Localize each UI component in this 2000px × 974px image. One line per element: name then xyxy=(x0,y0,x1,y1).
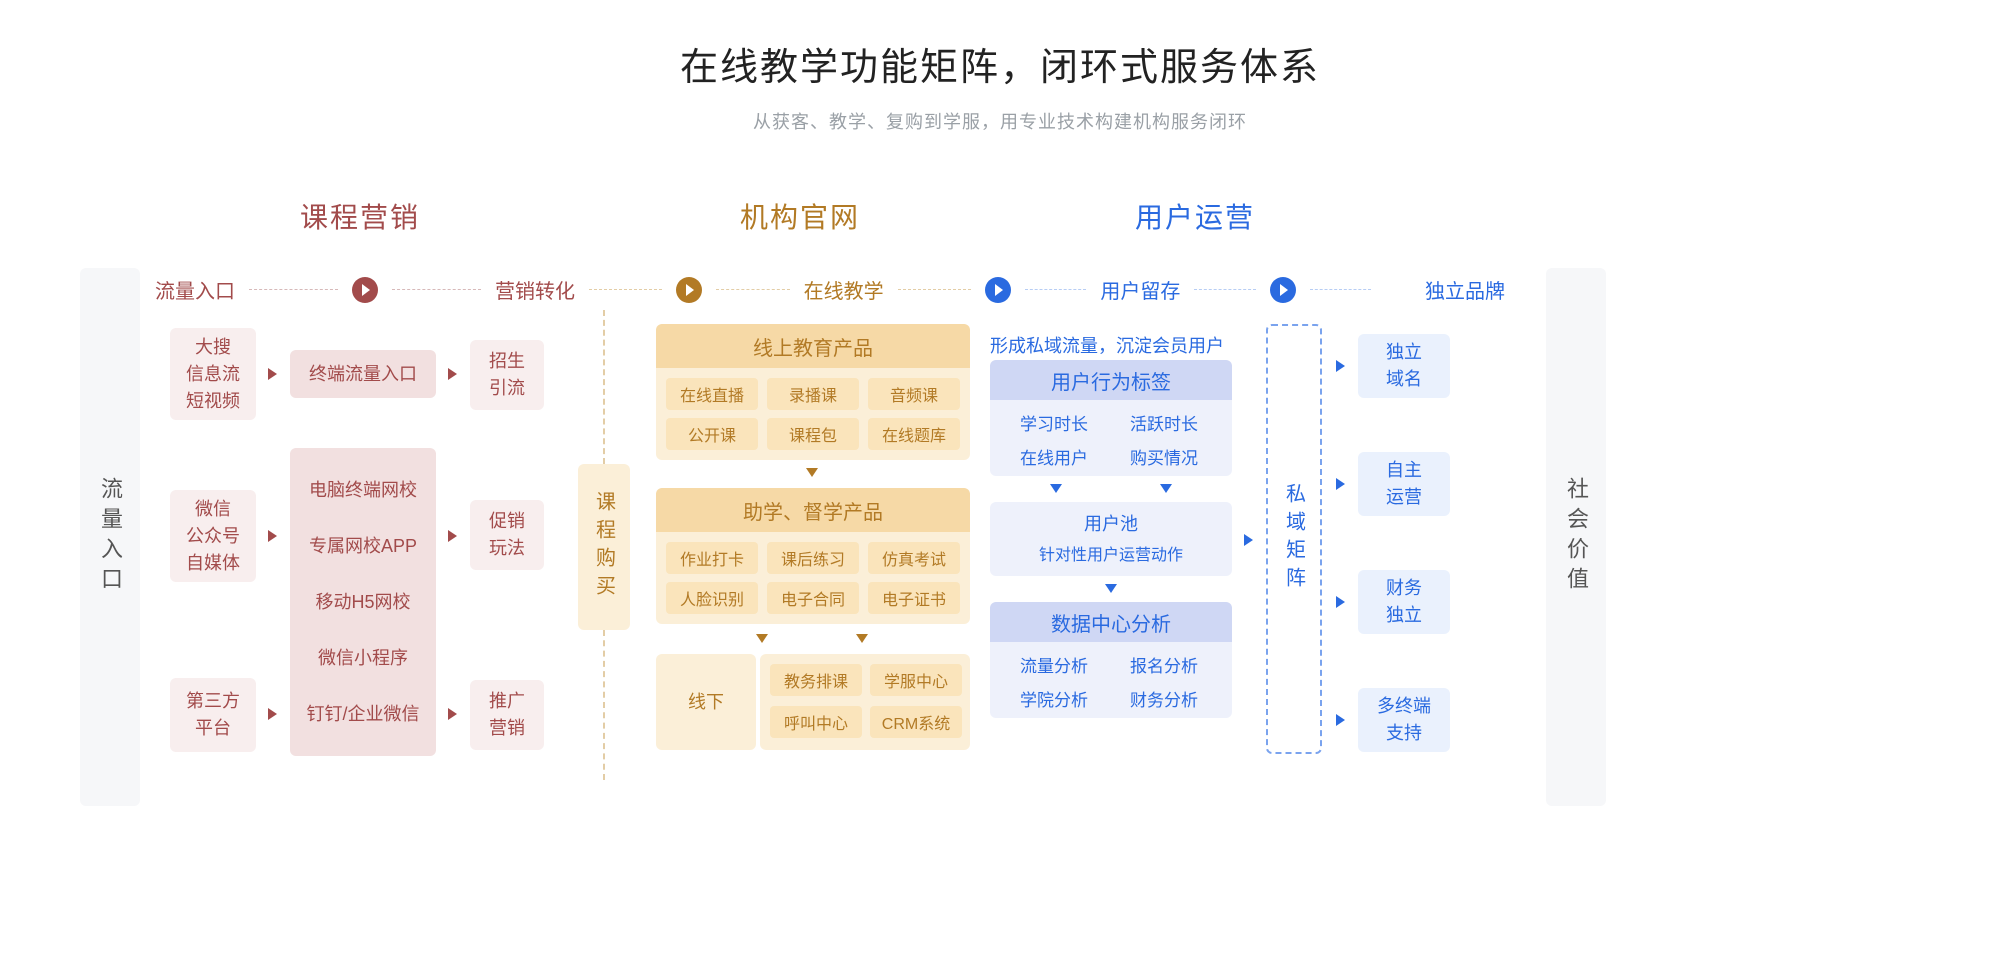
ops-item: 报名分析 xyxy=(1130,652,1198,677)
ops-item: 活跃时长 xyxy=(1130,410,1198,435)
flow-h2: 营销转化 xyxy=(495,275,575,304)
ops-item: 流量分析 xyxy=(1020,652,1088,677)
caret-icon xyxy=(1336,478,1345,490)
caret-icon xyxy=(1160,484,1172,493)
flow-hdr-1: 流量入口 营销转化 xyxy=(155,275,575,304)
dashed-connector xyxy=(603,630,605,780)
teach-chip: 公开课 xyxy=(666,418,758,450)
mk-col2-top: 终端流量入口 xyxy=(290,350,436,398)
mk-list-item: 移动H5网校 xyxy=(315,589,410,616)
play-icon xyxy=(1270,277,1296,303)
flow-h1: 流量入口 xyxy=(155,275,235,304)
play-icon xyxy=(352,277,378,303)
caret-icon xyxy=(268,708,277,720)
pillar-left: 流量入口 xyxy=(80,268,140,806)
ops-pool: 用户池 针对性用户运营动作 xyxy=(990,502,1232,576)
teach-p1-title: 线上教育产品 xyxy=(656,324,970,368)
dashed-connector xyxy=(603,310,605,464)
page-subtitle: 从获客、教学、复购到学服，用专业技术构建机构服务闭环 xyxy=(0,108,2000,134)
teach-chip: 仿真考试 xyxy=(868,542,960,574)
mk-col3-a: 招生 引流 xyxy=(470,340,544,410)
mk-list-item: 专属网校APP xyxy=(309,533,417,560)
teach-chip: CRM系统 xyxy=(870,706,962,738)
caret-icon xyxy=(1105,584,1117,593)
brand-item: 自主 运营 xyxy=(1358,452,1450,516)
teach-chip: 音频课 xyxy=(868,378,960,410)
ops-item: 学院分析 xyxy=(1020,686,1088,711)
section-official: 机构官网 xyxy=(740,196,860,236)
caret-icon xyxy=(268,530,277,542)
pillar-right: 私域矩阵 xyxy=(1266,324,1322,754)
teach-chip: 课后练习 xyxy=(767,542,859,574)
teach-chip: 呼叫中心 xyxy=(770,706,862,738)
page-title: 在线教学功能矩阵，闭环式服务体系 xyxy=(0,36,2000,91)
pillar-mid: 课程购买 xyxy=(578,464,630,630)
teach-chip: 课程包 xyxy=(767,418,859,450)
mk-list-item: 微信小程序 xyxy=(318,645,408,672)
teach-chip: 电子证书 xyxy=(868,582,960,614)
teach-p2-title: 助学、督学产品 xyxy=(656,488,970,532)
section-marketing: 课程营销 xyxy=(300,196,420,236)
ops-item: 在线用户 xyxy=(1020,444,1088,469)
flow-h4: 用户留存 xyxy=(1100,275,1180,304)
teach-chip: 作业打卡 xyxy=(666,542,758,574)
mk-col2-list: 电脑终端网校 专属网校APP 移动H5网校 微信小程序 钉钉/企业微信 xyxy=(290,448,436,756)
mk-col1-a: 大搜 信息流 短视频 xyxy=(170,328,256,420)
caret-icon xyxy=(448,368,457,380)
teach-chip: 录播课 xyxy=(767,378,859,410)
ops-p1-title: 用户行为标签 xyxy=(990,360,1232,400)
caret-icon xyxy=(756,634,768,643)
caret-icon xyxy=(448,530,457,542)
caret-icon xyxy=(1336,714,1345,726)
mk-col1-c: 第三方 平台 xyxy=(170,678,256,752)
caret-icon xyxy=(448,708,457,720)
teach-offline-label: 线下 xyxy=(656,654,756,750)
teach-chip: 教务排课 xyxy=(770,664,862,696)
flow-hdr-2: 在线教学 xyxy=(575,275,985,304)
mk-col3-c: 推广 营销 xyxy=(470,680,544,750)
caret-icon xyxy=(1336,596,1345,608)
brand-item: 财务 独立 xyxy=(1358,570,1450,634)
flow-h3: 在线教学 xyxy=(804,275,884,304)
mk-col3-b: 促销 玩法 xyxy=(470,500,544,570)
section-ops: 用户运营 xyxy=(1135,196,1255,236)
caret-icon xyxy=(806,468,818,477)
pillar-far-right: 社会价值 xyxy=(1546,268,1606,806)
mk-list-item: 电脑终端网校 xyxy=(309,477,417,504)
caret-icon xyxy=(856,634,868,643)
flow-h5: 独立品牌 xyxy=(1425,275,1505,304)
teach-chip: 人脸识别 xyxy=(666,582,758,614)
mk-list-item: 钉钉/企业微信 xyxy=(306,701,419,728)
play-icon xyxy=(985,277,1011,303)
caret-icon xyxy=(1244,534,1253,546)
ops-p2-title: 数据中心分析 xyxy=(990,602,1232,642)
ops-item: 购买情况 xyxy=(1130,444,1198,469)
brand-item: 独立 域名 xyxy=(1358,334,1450,398)
flow-hdr-3: 用户留存 xyxy=(985,275,1385,304)
mk-col1-b: 微信 公众号 自媒体 xyxy=(170,490,256,582)
flow-hdr-4: 独立品牌 xyxy=(1385,275,1505,304)
caret-icon xyxy=(268,368,277,380)
teach-chip: 电子合同 xyxy=(767,582,859,614)
teach-chip: 学服中心 xyxy=(870,664,962,696)
ops-item: 财务分析 xyxy=(1130,686,1198,711)
caret-icon xyxy=(1050,484,1062,493)
teach-chip: 在线题库 xyxy=(868,418,960,450)
teach-chip: 在线直播 xyxy=(666,378,758,410)
ops-pool-sub: 针对性用户运营动作 xyxy=(1039,544,1183,568)
ops-pool-title: 用户池 xyxy=(1084,511,1138,538)
caret-icon xyxy=(1336,360,1345,372)
play-icon xyxy=(676,277,702,303)
brand-item: 多终端 支持 xyxy=(1358,688,1450,752)
ops-item: 学习时长 xyxy=(1020,410,1088,435)
ops-top-note: 形成私域流量，沉淀会员用户 xyxy=(990,332,1224,358)
